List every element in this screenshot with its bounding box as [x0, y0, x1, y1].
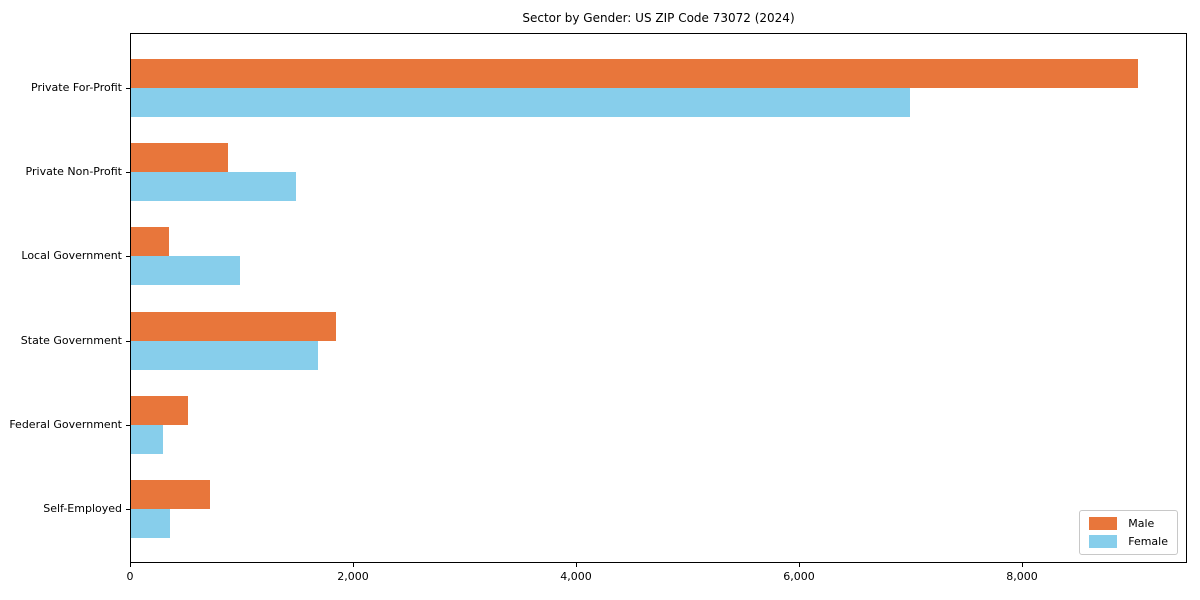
bar-male-private-non-profit: [131, 143, 228, 173]
x-tick-mark: [576, 563, 577, 567]
bar-female-private-non-profit: [131, 172, 296, 202]
bar-female-federal-government: [131, 424, 164, 454]
bar-male-federal-government: [131, 395, 188, 425]
legend: Male Female: [1079, 510, 1178, 555]
bar-female-local-government: [131, 256, 241, 286]
x-tick-mark: [130, 563, 131, 567]
y-tick-label-self-employed: Self-Employed: [43, 502, 122, 515]
x-tick-mark: [353, 563, 354, 567]
x-tick-label-8-000: 8,000: [1006, 570, 1038, 583]
bar-female-private-for-profit: [131, 88, 911, 117]
x-tick-mark: [799, 563, 800, 567]
legend-item-male: Male: [1089, 517, 1168, 530]
plot-area: Male Female: [130, 33, 1187, 563]
x-tick-label-2-000: 2,000: [337, 570, 369, 583]
legend-item-female: Female: [1089, 535, 1168, 548]
female-color-swatch: [1089, 535, 1118, 548]
legend-label-male: Male: [1128, 517, 1155, 530]
legend-label-female: Female: [1128, 535, 1168, 548]
x-tick-label-6-000: 6,000: [783, 570, 815, 583]
y-tick-label-local-government: Local Government: [21, 249, 122, 263]
y-tick-mark: [126, 509, 130, 510]
bar-male-state-government: [131, 311, 337, 341]
x-tick-mark: [1022, 563, 1023, 567]
chart-title: Sector by Gender: US ZIP Code 73072 (202…: [522, 11, 795, 25]
y-tick-label-private-non-profit: Private Non-Profit: [25, 165, 122, 179]
y-tick-mark: [126, 340, 130, 342]
y-tick-mark: [126, 88, 130, 89]
x-tick-label-4-000: 4,000: [560, 570, 592, 583]
y-tick-label-state-government: State Government: [20, 333, 122, 347]
male-color-swatch: [1089, 517, 1118, 530]
y-tick-label-private-for-profit: Private For-Profit: [31, 81, 122, 94]
bar-male-self-employed: [131, 480, 211, 509]
y-tick-mark: [126, 172, 130, 174]
y-tick-mark: [126, 256, 130, 258]
x-tick-label-0: 0: [126, 570, 134, 583]
bar-male-private-for-profit: [131, 59, 1138, 88]
bar-female-self-employed: [131, 509, 170, 538]
bar-female-state-government: [131, 340, 319, 370]
bar-male-local-government: [131, 227, 169, 257]
y-tick-label-federal-government: Federal Government: [9, 417, 122, 431]
y-tick-mark: [126, 424, 130, 426]
